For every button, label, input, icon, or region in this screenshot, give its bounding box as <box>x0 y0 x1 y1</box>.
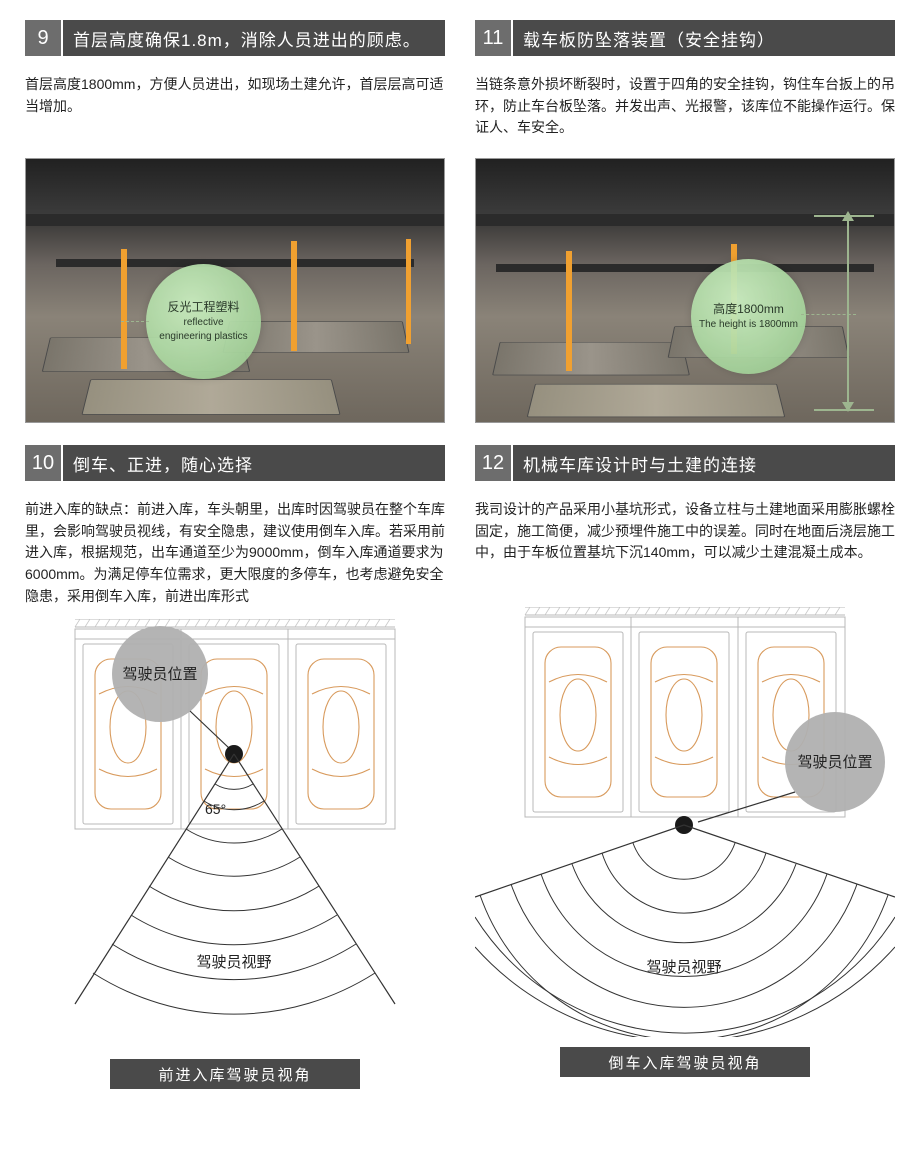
height-arrow <box>847 219 849 404</box>
header-title: 首层高度确保1.8m，消除人员进出的顾虑。 <box>63 20 445 56</box>
photo-garage-2: 高度1800mm The height is 1800mm <box>475 158 895 423</box>
fov-diagram-reverse: 驾驶员位置 <box>475 607 895 1037</box>
section-11: 11 载车板防坠落装置（安全挂钩） 当链条意外损坏断裂时，设置于四角的安全挂钩，… <box>475 20 895 445</box>
callout-text-cn: 高度1800mm <box>713 301 784 318</box>
body-text: 首层高度1800mm，方便人员进出，如现场土建允许，首层层高可适当增加。 <box>25 74 445 146</box>
callout-reflective: 反光工程塑料 reflective engineering plastics <box>146 264 261 379</box>
fov-label: 驾驶员视野 <box>646 959 721 976</box>
driver-pos-label: 驾驶员位置 <box>122 666 197 683</box>
photo-garage-1: 反光工程塑料 reflective engineering plastics <box>25 158 445 423</box>
header-bar: 12 机械车库设计时与土建的连接 <box>475 445 895 481</box>
body-text: 前进入库的缺点：前进入库，车头朝里，出库时因驾驶员在整个车库里，会影响驾驶员视线… <box>25 499 445 607</box>
header-number: 10 <box>25 445 61 481</box>
header-title: 机械车库设计时与土建的连接 <box>513 445 895 481</box>
fov-diagram-forward: 驾驶员位置 65° <box>25 619 445 1049</box>
header-bar: 11 载车板防坠落装置（安全挂钩） <box>475 20 895 56</box>
section-10: 10 倒车、正进，随心选择 前进入库的缺点：前进入库，车头朝里，出库时因驾驶员在… <box>25 445 445 1089</box>
body-text: 我司设计的产品采用小基坑形式，设备立柱与土建地面采用膨胀螺栓固定，施工简便，减少… <box>475 499 895 595</box>
header-number: 9 <box>25 20 61 56</box>
driver-pos-label: 驾驶员位置 <box>797 754 872 771</box>
body-text: 当链条意外损坏断裂时，设置于四角的安全挂钩，钩住车台扳上的吊环，防止车台板坠落。… <box>475 74 895 146</box>
callout-text-en: The height is 1800mm <box>699 318 798 332</box>
header-number: 11 <box>475 20 511 56</box>
header-title: 载车板防坠落装置（安全挂钩） <box>513 20 895 56</box>
header-bar: 10 倒车、正进，随心选择 <box>25 445 445 481</box>
section-12: 12 机械车库设计时与土建的连接 我司设计的产品采用小基坑形式，设备立柱与土建地… <box>475 445 895 1089</box>
callout-text-cn: 反光工程塑料 <box>167 299 239 316</box>
callout-height: 高度1800mm The height is 1800mm <box>691 259 806 374</box>
header-number: 12 <box>475 445 511 481</box>
diagram-reverse: 驾驶员位置 <box>475 607 895 1037</box>
caption-forward: 前进入库驾驶员视角 <box>110 1059 360 1089</box>
callout-text-en2: engineering plastics <box>159 330 247 344</box>
callout-text-en1: reflective <box>183 316 223 330</box>
caption-reverse: 倒车入库驾驶员视角 <box>560 1047 810 1077</box>
section-9: 9 首层高度确保1.8m，消除人员进出的顾虑。 首层高度1800mm，方便人员进… <box>25 20 445 445</box>
diagram-forward: 驾驶员位置 65° <box>25 619 445 1049</box>
header-title: 倒车、正进，随心选择 <box>63 445 445 481</box>
fov-label: 驾驶员视野 <box>196 954 271 971</box>
header-bar: 9 首层高度确保1.8m，消除人员进出的顾虑。 <box>25 20 445 56</box>
